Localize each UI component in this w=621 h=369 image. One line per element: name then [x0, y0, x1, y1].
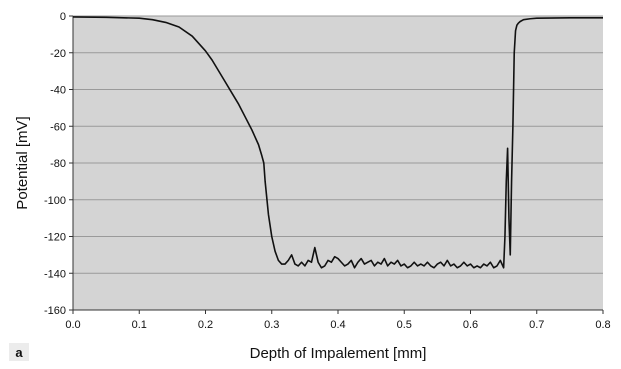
x-tick-label: 0.5 — [397, 319, 412, 331]
y-tick-label: -60 — [50, 121, 66, 133]
panel-label: a — [15, 345, 23, 360]
y-tick-label: -80 — [50, 158, 66, 170]
y-tick-label: -160 — [44, 305, 66, 317]
x-tick-label: 0.8 — [595, 319, 610, 331]
y-tick-label: -140 — [44, 268, 66, 280]
y-tick-labels: 0 -20 -40 -60 -80 -100 -120 -140 -160 — [44, 11, 73, 317]
panel-label-box — [9, 343, 29, 361]
y-tick-label: 0 — [60, 11, 66, 23]
grid-lines — [73, 15, 603, 274]
y-axis-title: Potential [mV] — [14, 116, 31, 209]
x-tick-label: 0.0 — [65, 319, 80, 331]
y-tick-label: -100 — [44, 195, 66, 207]
x-tick-labels: 0.0 0.1 0.2 0.3 0.4 0.5 0.6 0.7 0.8 — [65, 310, 611, 331]
y-tick-label: -40 — [50, 85, 66, 97]
x-tick-label: 0.7 — [529, 319, 544, 331]
x-tick-label: 0.6 — [463, 319, 478, 331]
x-tick-label: 0.2 — [198, 319, 213, 331]
x-tick-label: 0.1 — [132, 319, 147, 331]
x-tick-label: 0.4 — [330, 319, 345, 331]
series — [72, 16, 603, 269]
series-line-0 — [72, 16, 603, 269]
y-tick-label: -20 — [50, 48, 66, 60]
y-tick-label: -120 — [44, 232, 66, 244]
x-tick-label: 0.3 — [264, 319, 279, 331]
x-axis-title: Depth of Impalement [mm] — [250, 345, 427, 362]
